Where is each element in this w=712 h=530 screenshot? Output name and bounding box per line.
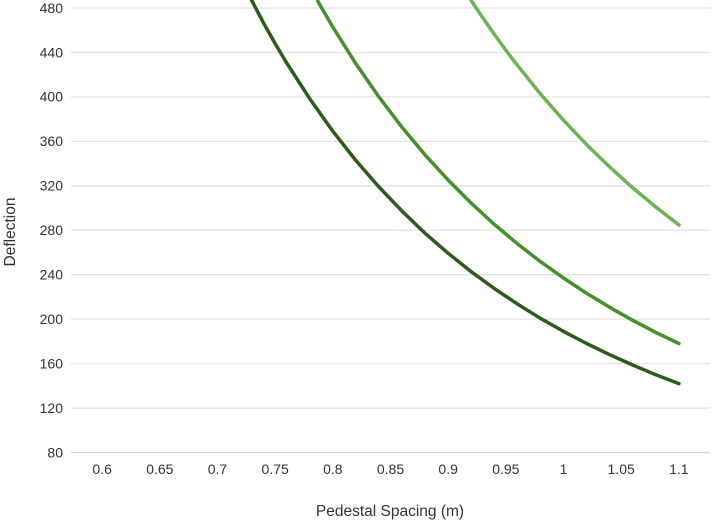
y-tick-label: 480: [40, 0, 64, 16]
x-tick-label: 1.05: [608, 461, 635, 477]
curve-dark-green-line: [249, 0, 681, 386]
x-tick-label: 0.7: [208, 461, 228, 477]
x-tick-label: 1.1: [669, 461, 689, 477]
curve-medium-green-line: [316, 0, 681, 346]
y-tick-label: 320: [40, 178, 64, 194]
x-tick-label: 0.9: [438, 461, 458, 477]
y-tick-label: 400: [40, 89, 64, 105]
x-tick-label: 0.65: [146, 461, 173, 477]
y-tick-label: 200: [40, 311, 64, 327]
y-tick-label: 80: [47, 444, 63, 460]
x-tick-label: 0.6: [92, 461, 112, 477]
y-tick-label: 280: [40, 222, 64, 238]
x-tick-label: 0.75: [262, 461, 289, 477]
y-axis-title: Deflection: [2, 197, 19, 267]
y-tick-label: 120: [40, 400, 64, 416]
curve-light-green-line: [469, 0, 681, 227]
y-tick-label: 440: [40, 44, 64, 60]
x-tick-label: 0.95: [492, 461, 519, 477]
x-tick-label: 1: [560, 461, 568, 477]
y-tick-label: 160: [40, 355, 64, 371]
y-tick-label: 240: [40, 267, 64, 283]
x-tick-label: 0.85: [377, 461, 404, 477]
x-tick-label: 0.8: [323, 461, 343, 477]
x-axis-title: Pedestal Spacing (m): [315, 503, 465, 520]
y-tick-label: 360: [40, 133, 64, 149]
